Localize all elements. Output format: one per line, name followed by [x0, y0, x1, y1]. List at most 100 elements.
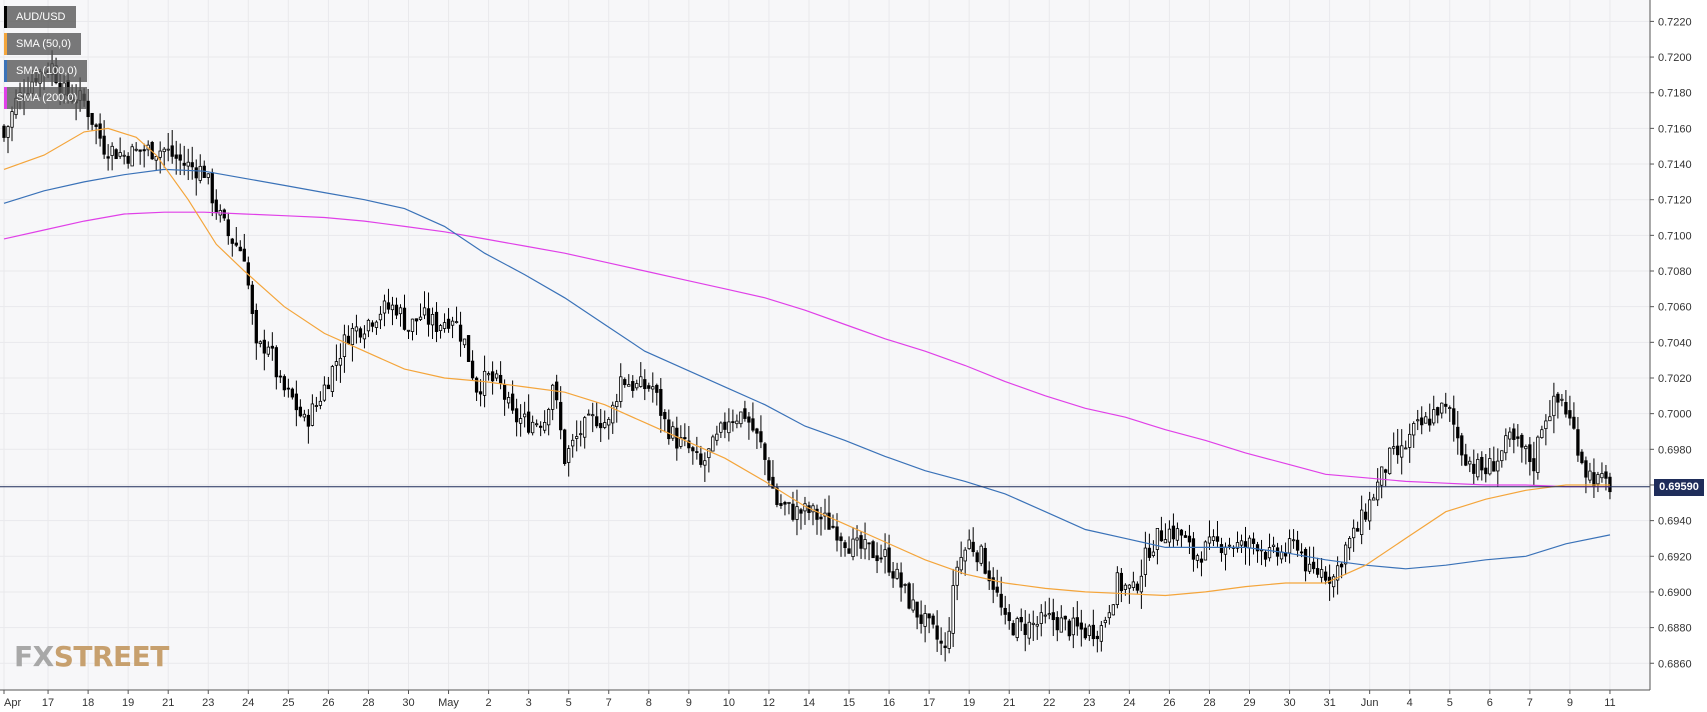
- candle-body: [98, 123, 102, 139]
- candle-body: [1436, 407, 1440, 416]
- candle-body: [6, 126, 10, 138]
- candle-body: [1343, 544, 1348, 565]
- candle-body: [819, 516, 823, 520]
- candle-body: [1568, 410, 1572, 419]
- candle-body: [1416, 419, 1420, 422]
- candle-body: [1211, 536, 1216, 541]
- candle-body: [194, 167, 198, 179]
- candle-body: [923, 613, 927, 627]
- candle-body: [615, 401, 619, 408]
- candle-body: [426, 308, 431, 325]
- candle-body: [731, 421, 735, 424]
- candle-body: [1087, 625, 1091, 636]
- candle-body: [1123, 584, 1128, 590]
- candle-body: [627, 384, 631, 387]
- candle-body: [1331, 576, 1336, 588]
- candle-body: [631, 381, 635, 391]
- candle-body: [1464, 454, 1468, 466]
- legend-item-sma-200: SMA (200,0): [4, 87, 88, 109]
- candle-body: [1111, 604, 1115, 616]
- y-tick-label: 0.7040: [1658, 337, 1692, 349]
- candle-body: [162, 148, 166, 153]
- candle-body: [939, 640, 943, 644]
- candle-body: [827, 512, 831, 530]
- candle-body: [1071, 617, 1075, 636]
- candle-body: [1299, 551, 1304, 554]
- candle-body: [1408, 433, 1412, 448]
- candle-body: [867, 542, 871, 545]
- candle-body: [1476, 458, 1480, 478]
- candle-body: [1287, 538, 1292, 554]
- candle-body: [863, 539, 867, 550]
- candle-body: [771, 476, 775, 489]
- candle-body: [1083, 627, 1087, 639]
- y-tick-label: 0.6980: [1658, 444, 1692, 456]
- candle-body: [1043, 614, 1047, 617]
- candle-body: [442, 322, 447, 329]
- candle-body: [1356, 528, 1360, 532]
- candle-body: [999, 593, 1003, 608]
- x-tick-label: 25: [282, 697, 294, 709]
- candle-body: [1131, 581, 1136, 588]
- candle-body: [1572, 416, 1576, 429]
- candle-body: [366, 319, 371, 332]
- candle-body: [639, 376, 643, 387]
- candle-body: [1368, 499, 1372, 522]
- candle-body: [623, 379, 627, 386]
- candle-body: [1143, 547, 1148, 575]
- candle-body: [1255, 544, 1260, 552]
- candle-body: [1564, 401, 1568, 415]
- candle-body: [1480, 456, 1484, 471]
- candle-body: [779, 503, 783, 506]
- candle-body: [1223, 546, 1228, 555]
- candle-body: [739, 411, 743, 425]
- candle-body: [735, 420, 739, 425]
- candle-body: [991, 577, 995, 590]
- x-tick-label: 22: [1043, 697, 1055, 709]
- y-tick-label: 0.6860: [1658, 658, 1692, 670]
- candle-body: [1319, 569, 1324, 578]
- candle-body: [1448, 407, 1452, 409]
- candle-body: [470, 360, 475, 379]
- candle-body: [1544, 420, 1548, 430]
- candle-body: [1279, 551, 1284, 560]
- x-tick-label: 17: [42, 697, 54, 709]
- y-tick-label: 0.7180: [1658, 88, 1692, 100]
- candle-body: [703, 460, 707, 466]
- candle-body: [302, 413, 307, 418]
- candle-body: [767, 460, 771, 481]
- candle-body: [110, 145, 114, 156]
- candle-body: [1596, 474, 1600, 485]
- candle-body: [1488, 458, 1492, 475]
- x-tick-label: 30: [402, 697, 414, 709]
- candle-body: [206, 173, 210, 178]
- candle-body: [651, 386, 655, 390]
- candle-body: [691, 447, 695, 452]
- candle-body: [1119, 572, 1124, 592]
- candle-body: [1051, 612, 1055, 621]
- candle-body: [839, 536, 843, 542]
- candle-body: [587, 413, 591, 416]
- candle-body: [382, 300, 387, 314]
- candle-body: [334, 361, 339, 366]
- candle-body: [1199, 558, 1204, 563]
- legend-item-sma-50: SMA (50,0): [4, 33, 82, 55]
- candle-body: [1508, 431, 1512, 440]
- candle-body: [1183, 535, 1188, 538]
- candle-body: [318, 400, 323, 406]
- x-tick-label: 12: [763, 697, 775, 709]
- candle-body: [915, 601, 919, 618]
- candle-body: [314, 405, 319, 407]
- x-tick-label: 8: [646, 697, 652, 709]
- candle-body: [535, 423, 539, 426]
- candle-body: [1424, 416, 1428, 424]
- candle-body: [190, 162, 194, 168]
- candle-body: [290, 388, 294, 398]
- candle-body: [1215, 536, 1220, 542]
- candle-body: [571, 439, 575, 447]
- candle-body: [378, 313, 383, 321]
- candle-body: [875, 555, 879, 562]
- candle-body: [178, 154, 182, 161]
- candle-body: [1079, 622, 1083, 630]
- candle-body: [1003, 607, 1007, 615]
